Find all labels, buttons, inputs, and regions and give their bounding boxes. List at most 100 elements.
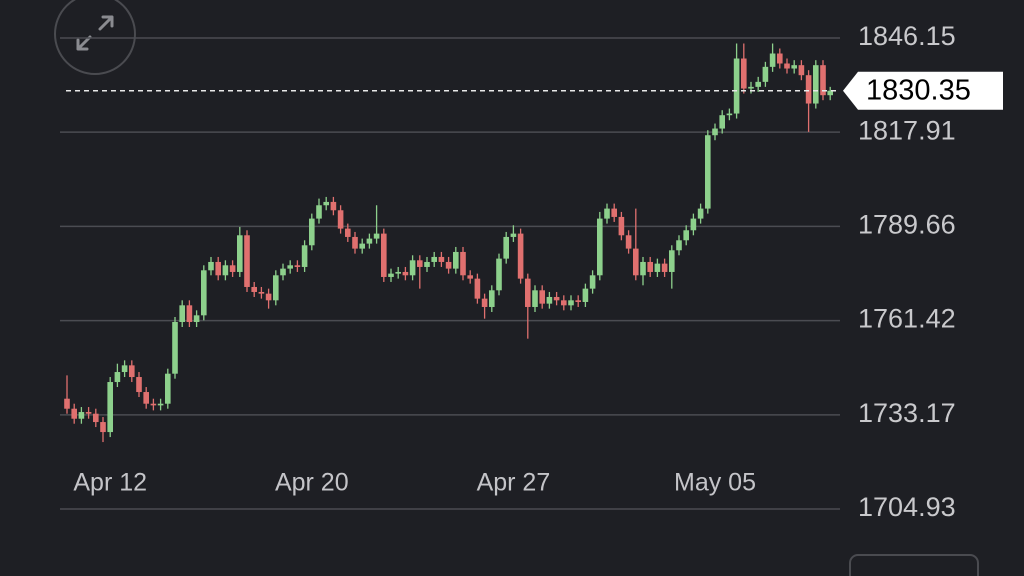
candle-body	[777, 53, 783, 64]
candle-body	[582, 288, 589, 302]
candle-body	[805, 75, 812, 104]
candle-body	[150, 403, 157, 406]
candle-body	[467, 275, 473, 279]
candle-body	[546, 296, 553, 304]
candle-body	[503, 236, 509, 259]
candle-body	[604, 208, 610, 219]
candle-body	[532, 290, 538, 307]
candle-body	[107, 382, 113, 433]
candle-body	[402, 271, 409, 276]
candle-body	[208, 261, 214, 271]
candle-body	[510, 233, 517, 237]
candle-body	[409, 260, 416, 276]
candle-body	[114, 372, 121, 383]
candle-body	[229, 265, 236, 272]
candle-body	[683, 230, 689, 241]
candle-body	[172, 321, 178, 374]
candle-body	[676, 240, 682, 251]
candle-body	[705, 135, 711, 209]
candle-body	[661, 263, 668, 272]
candle-body	[129, 365, 135, 378]
candle-body	[489, 290, 495, 307]
candle-body	[373, 233, 380, 239]
candle-body	[791, 65, 797, 69]
candle-body	[215, 261, 221, 276]
candle-body	[481, 298, 488, 307]
candle-body	[93, 413, 99, 423]
candle-body	[330, 201, 337, 211]
candle-body	[474, 278, 481, 299]
last-price-badge	[843, 71, 1003, 110]
candle-body	[265, 293, 272, 301]
x-tick-label: Apr 27	[477, 469, 551, 497]
candle-body	[143, 392, 149, 404]
candle-body	[258, 291, 265, 294]
overlay: 1830.35	[66, 71, 1003, 110]
candle-body	[294, 265, 301, 267]
candle-body	[712, 128, 718, 136]
candle-body	[697, 208, 704, 219]
candle-body	[690, 218, 697, 231]
candle-body	[165, 373, 171, 404]
candle-body	[589, 275, 596, 289]
candle-body	[453, 251, 459, 269]
candle-body	[726, 113, 733, 116]
expand-icon	[76, 15, 114, 51]
candle-body	[273, 275, 279, 301]
candle-body	[366, 238, 373, 244]
y-tick-label: 1789.66	[858, 210, 956, 240]
candle-body	[359, 243, 365, 249]
candle-body	[388, 273, 394, 277]
candle-body	[827, 90, 833, 96]
candle-body	[618, 216, 625, 236]
candle-body	[395, 271, 401, 274]
candle-body	[417, 260, 423, 267]
candle-body	[561, 300, 567, 306]
x-tick-label: May 05	[674, 469, 756, 497]
candle-body	[496, 258, 502, 291]
candle-body	[784, 63, 790, 69]
bottom-button[interactable]	[849, 554, 979, 576]
expand-button[interactable]	[54, 0, 136, 75]
y-tick-label: 1761.42	[858, 304, 956, 334]
candle-body	[186, 305, 193, 322]
candle-body	[575, 300, 581, 302]
candle-body	[611, 208, 617, 217]
y-tick-label: 1733.17	[858, 398, 956, 428]
candle-body	[100, 422, 106, 433]
candle-body	[345, 228, 351, 237]
candle-body	[762, 66, 769, 82]
candle-body	[237, 235, 243, 272]
grid: 1704.93 1733.17 1761.42 1789.66 1817.91 1846.…	[60, 21, 956, 522]
candle-body	[654, 263, 661, 272]
candle-body	[769, 53, 776, 67]
x-tick-label: Apr 12	[73, 469, 147, 497]
candle-body	[748, 86, 754, 89]
y-tick-label: 1846.15	[858, 21, 956, 51]
candle-body	[625, 235, 632, 249]
candle-body	[193, 315, 200, 322]
candle-body	[316, 205, 322, 219]
candle-body	[640, 261, 646, 276]
candle-body	[280, 268, 286, 276]
candle-body	[287, 265, 293, 269]
candle-body	[251, 286, 257, 292]
candle-body	[337, 210, 344, 229]
candle-body	[431, 256, 437, 262]
candle-body	[157, 403, 164, 406]
candle-body	[597, 218, 603, 276]
candle-body	[85, 412, 92, 414]
candle-body	[820, 65, 826, 96]
candle-body	[309, 218, 315, 246]
candle-body	[755, 81, 761, 87]
candle-body	[424, 261, 430, 267]
candle-body	[179, 305, 185, 322]
candle-body	[445, 261, 452, 269]
candles	[64, 43, 833, 443]
candle-body	[733, 58, 740, 114]
candle-body	[719, 115, 725, 129]
candle-body	[71, 408, 77, 419]
candle-body	[121, 365, 128, 373]
